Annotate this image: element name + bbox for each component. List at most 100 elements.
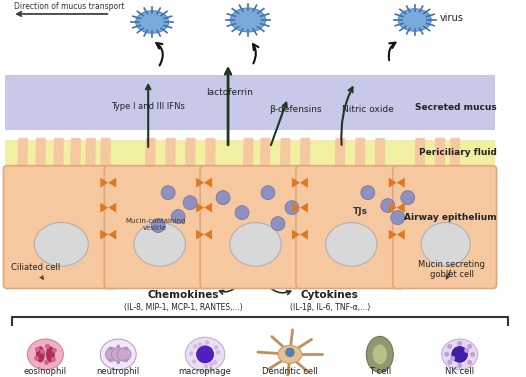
- Polygon shape: [100, 203, 108, 213]
- Text: virus: virus: [440, 13, 463, 23]
- Circle shape: [464, 348, 469, 353]
- Circle shape: [391, 211, 404, 225]
- Circle shape: [457, 363, 462, 368]
- Circle shape: [450, 356, 455, 361]
- Circle shape: [108, 346, 112, 350]
- Circle shape: [192, 359, 196, 363]
- Ellipse shape: [46, 346, 55, 362]
- Text: eosinophil: eosinophil: [24, 367, 67, 376]
- Polygon shape: [204, 203, 212, 213]
- Circle shape: [125, 346, 128, 350]
- Ellipse shape: [278, 345, 302, 363]
- Polygon shape: [196, 178, 204, 188]
- Polygon shape: [300, 178, 308, 188]
- Polygon shape: [108, 203, 116, 213]
- Circle shape: [117, 348, 131, 361]
- Circle shape: [108, 359, 112, 362]
- Circle shape: [271, 217, 285, 231]
- Circle shape: [105, 348, 119, 361]
- Polygon shape: [389, 178, 397, 188]
- Circle shape: [161, 186, 175, 200]
- Circle shape: [214, 345, 218, 349]
- Circle shape: [205, 340, 209, 345]
- Polygon shape: [100, 178, 108, 188]
- Polygon shape: [292, 230, 300, 240]
- Circle shape: [467, 344, 472, 349]
- Polygon shape: [397, 230, 404, 240]
- Ellipse shape: [366, 336, 393, 372]
- Circle shape: [171, 210, 185, 224]
- Polygon shape: [108, 178, 116, 188]
- Polygon shape: [196, 230, 204, 240]
- Circle shape: [457, 341, 462, 346]
- Ellipse shape: [452, 346, 468, 362]
- Text: Nitric oxide: Nitric oxide: [342, 105, 394, 114]
- Circle shape: [444, 352, 449, 357]
- Circle shape: [204, 364, 208, 369]
- Text: Periciliary fluid: Periciliary fluid: [419, 148, 497, 157]
- Ellipse shape: [326, 222, 377, 266]
- Ellipse shape: [136, 11, 169, 33]
- Circle shape: [261, 186, 275, 200]
- Circle shape: [151, 219, 165, 233]
- Text: Direction of mucus transport: Direction of mucus transport: [14, 3, 125, 11]
- Polygon shape: [108, 230, 116, 240]
- Circle shape: [116, 345, 120, 348]
- Circle shape: [467, 360, 472, 365]
- Circle shape: [183, 196, 197, 210]
- Circle shape: [216, 350, 220, 355]
- Ellipse shape: [421, 222, 470, 266]
- Ellipse shape: [230, 8, 266, 32]
- Circle shape: [34, 356, 39, 361]
- Circle shape: [52, 348, 57, 353]
- Polygon shape: [204, 178, 212, 188]
- Circle shape: [40, 349, 45, 354]
- Text: TJs: TJs: [353, 207, 368, 216]
- Ellipse shape: [36, 346, 45, 362]
- Circle shape: [447, 344, 452, 349]
- Polygon shape: [397, 203, 404, 213]
- FancyBboxPatch shape: [296, 166, 404, 288]
- Text: Mucin secreting
goblet cell: Mucin secreting goblet cell: [418, 259, 485, 279]
- Circle shape: [112, 348, 125, 361]
- Polygon shape: [300, 203, 308, 213]
- Circle shape: [470, 352, 475, 357]
- Ellipse shape: [134, 222, 185, 266]
- Ellipse shape: [27, 339, 63, 370]
- Text: Airway epithelium: Airway epithelium: [404, 213, 497, 222]
- Polygon shape: [292, 178, 300, 188]
- Polygon shape: [397, 178, 404, 188]
- Circle shape: [116, 360, 120, 364]
- Circle shape: [35, 347, 40, 352]
- Circle shape: [44, 360, 49, 365]
- Ellipse shape: [372, 345, 387, 364]
- Circle shape: [125, 359, 128, 362]
- Polygon shape: [389, 230, 397, 240]
- Text: Secreted mucus: Secreted mucus: [415, 103, 497, 112]
- Ellipse shape: [197, 346, 214, 363]
- Text: Chemokines: Chemokines: [147, 291, 219, 300]
- Circle shape: [285, 201, 299, 215]
- Circle shape: [401, 191, 414, 205]
- Ellipse shape: [100, 339, 136, 370]
- Text: Dendritic cell: Dendritic cell: [262, 367, 318, 376]
- Text: Ciliated cell: Ciliated cell: [11, 262, 60, 279]
- Circle shape: [209, 362, 213, 366]
- Circle shape: [45, 344, 50, 349]
- Ellipse shape: [185, 337, 225, 371]
- Ellipse shape: [34, 222, 88, 266]
- Polygon shape: [389, 203, 397, 213]
- Circle shape: [447, 360, 452, 365]
- Circle shape: [235, 205, 249, 220]
- Text: Type I and III IFNs: Type I and III IFNs: [112, 102, 185, 111]
- Ellipse shape: [398, 9, 431, 31]
- Circle shape: [216, 191, 230, 205]
- Ellipse shape: [442, 339, 478, 370]
- Text: NK cell: NK cell: [445, 367, 474, 376]
- Circle shape: [51, 357, 56, 362]
- Polygon shape: [100, 230, 108, 240]
- FancyBboxPatch shape: [4, 166, 117, 288]
- Text: Mucin-containing
vesicle: Mucin-containing vesicle: [125, 218, 185, 231]
- Ellipse shape: [230, 222, 281, 266]
- Circle shape: [193, 344, 197, 349]
